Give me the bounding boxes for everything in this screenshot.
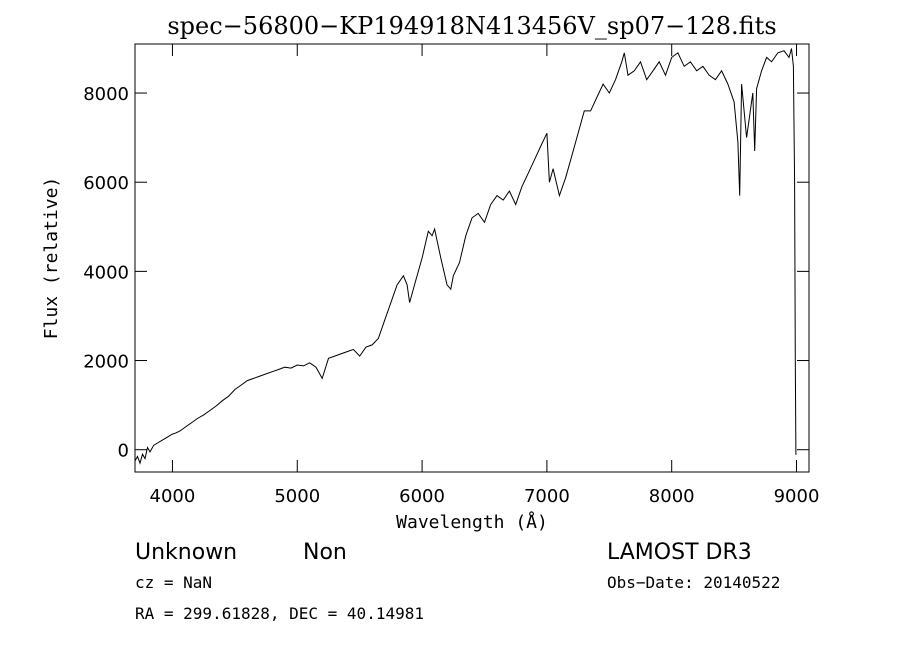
x-tick-label: 6000 — [399, 486, 445, 507]
x-tick-label: 4000 — [150, 486, 196, 507]
y-tick-label: 4000 — [83, 262, 129, 283]
x-tick-label: 7000 — [524, 486, 570, 507]
plot-frame — [134, 43, 810, 473]
y-axis-label: Flux (relative) — [41, 177, 62, 340]
object-subclass: Non — [303, 540, 347, 565]
x-tick-label: 9000 — [774, 486, 820, 507]
x-axis-label: Wavelength (Å) — [396, 511, 548, 533]
object-class: Unknown — [135, 540, 237, 565]
coordinates-text: RA = 299.61828, DEC = 40.14981 — [135, 604, 424, 623]
x-axis-ticks: 4000 5000 6000 7000 8000 9000 — [150, 44, 820, 507]
y-axis-ticks: 0 2000 4000 6000 8000 — [83, 84, 809, 462]
obs-date-text: Obs−Date: 20140522 — [607, 573, 780, 592]
survey-name: LAMOST DR3 — [607, 540, 752, 565]
y-tick-label: 8000 — [83, 84, 129, 105]
x-tick-label: 8000 — [649, 486, 695, 507]
series-spectrum-line — [134, 48, 797, 465]
chart-title: spec−56800−KP194918N413456V_sp07−128.fit… — [167, 12, 776, 40]
x-tick-label: 5000 — [274, 486, 320, 507]
y-tick-label: 6000 — [83, 173, 129, 194]
redshift-text: cz = NaN — [135, 573, 212, 592]
y-tick-label: 2000 — [83, 352, 129, 373]
y-tick-label: 0 — [118, 441, 129, 462]
